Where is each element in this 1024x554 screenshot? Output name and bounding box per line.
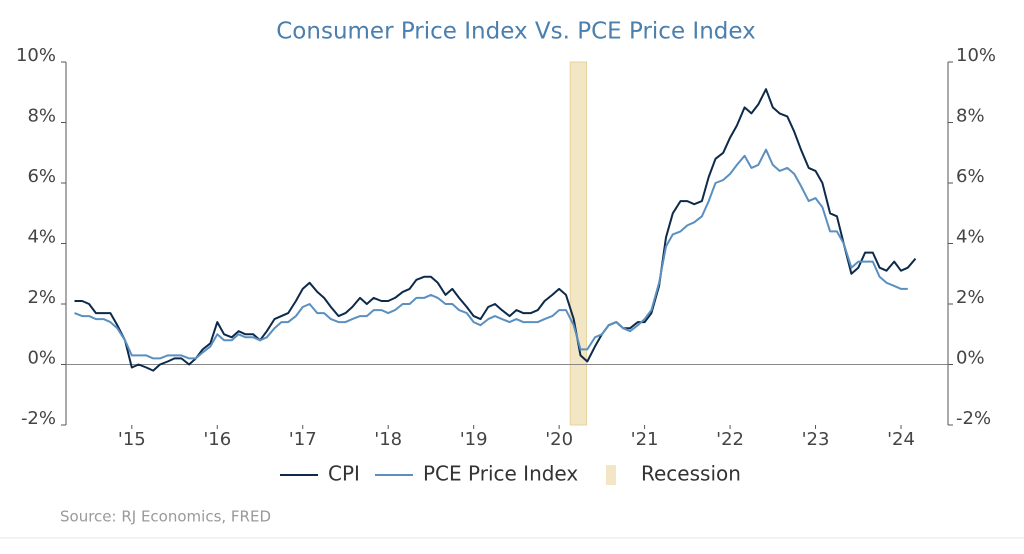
chart-title: Consumer Price Index Vs. PCE Price Index [276,19,756,45]
legend-label: Recession [641,462,741,486]
y-tick-label: 4% [27,227,56,248]
x-tick-label: '20 [545,429,573,450]
x-tick-label: '19 [460,429,488,450]
y-tick-label: 8% [27,106,56,127]
x-tick-label: '23 [802,429,830,450]
series-line [74,148,908,360]
x-tick-label: '16 [203,429,231,450]
y-tick-label: -2% [21,408,56,429]
recession-band [569,61,587,426]
y-tick-label: 0% [27,348,56,369]
y2-tick-label: 10% [956,45,996,66]
y-tick-label: 10% [16,45,56,66]
x-tick-label: '18 [374,429,402,450]
legend-label: PCE Price Index [423,462,578,486]
source-note: Source: RJ Economics, FRED [60,508,271,526]
x-tick-label: '17 [289,429,317,450]
x-tick-label: '21 [631,429,659,450]
x-tick-label: '15 [118,429,146,450]
y2-tick-label: -2% [956,408,991,429]
y-tick-label: 6% [27,166,56,187]
legend-swatch [606,465,616,485]
y2-tick-label: 6% [956,166,985,187]
legend-label: CPI [328,462,360,486]
y2-tick-label: 2% [956,287,985,308]
y2-tick-label: 8% [956,106,985,127]
y2-tick-label: 0% [956,348,985,369]
x-tick-label: '24 [887,429,915,450]
x-tick-label: '22 [716,429,744,450]
series-line [74,88,917,372]
y-tick-label: 2% [27,287,56,308]
y2-tick-label: 4% [956,227,985,248]
